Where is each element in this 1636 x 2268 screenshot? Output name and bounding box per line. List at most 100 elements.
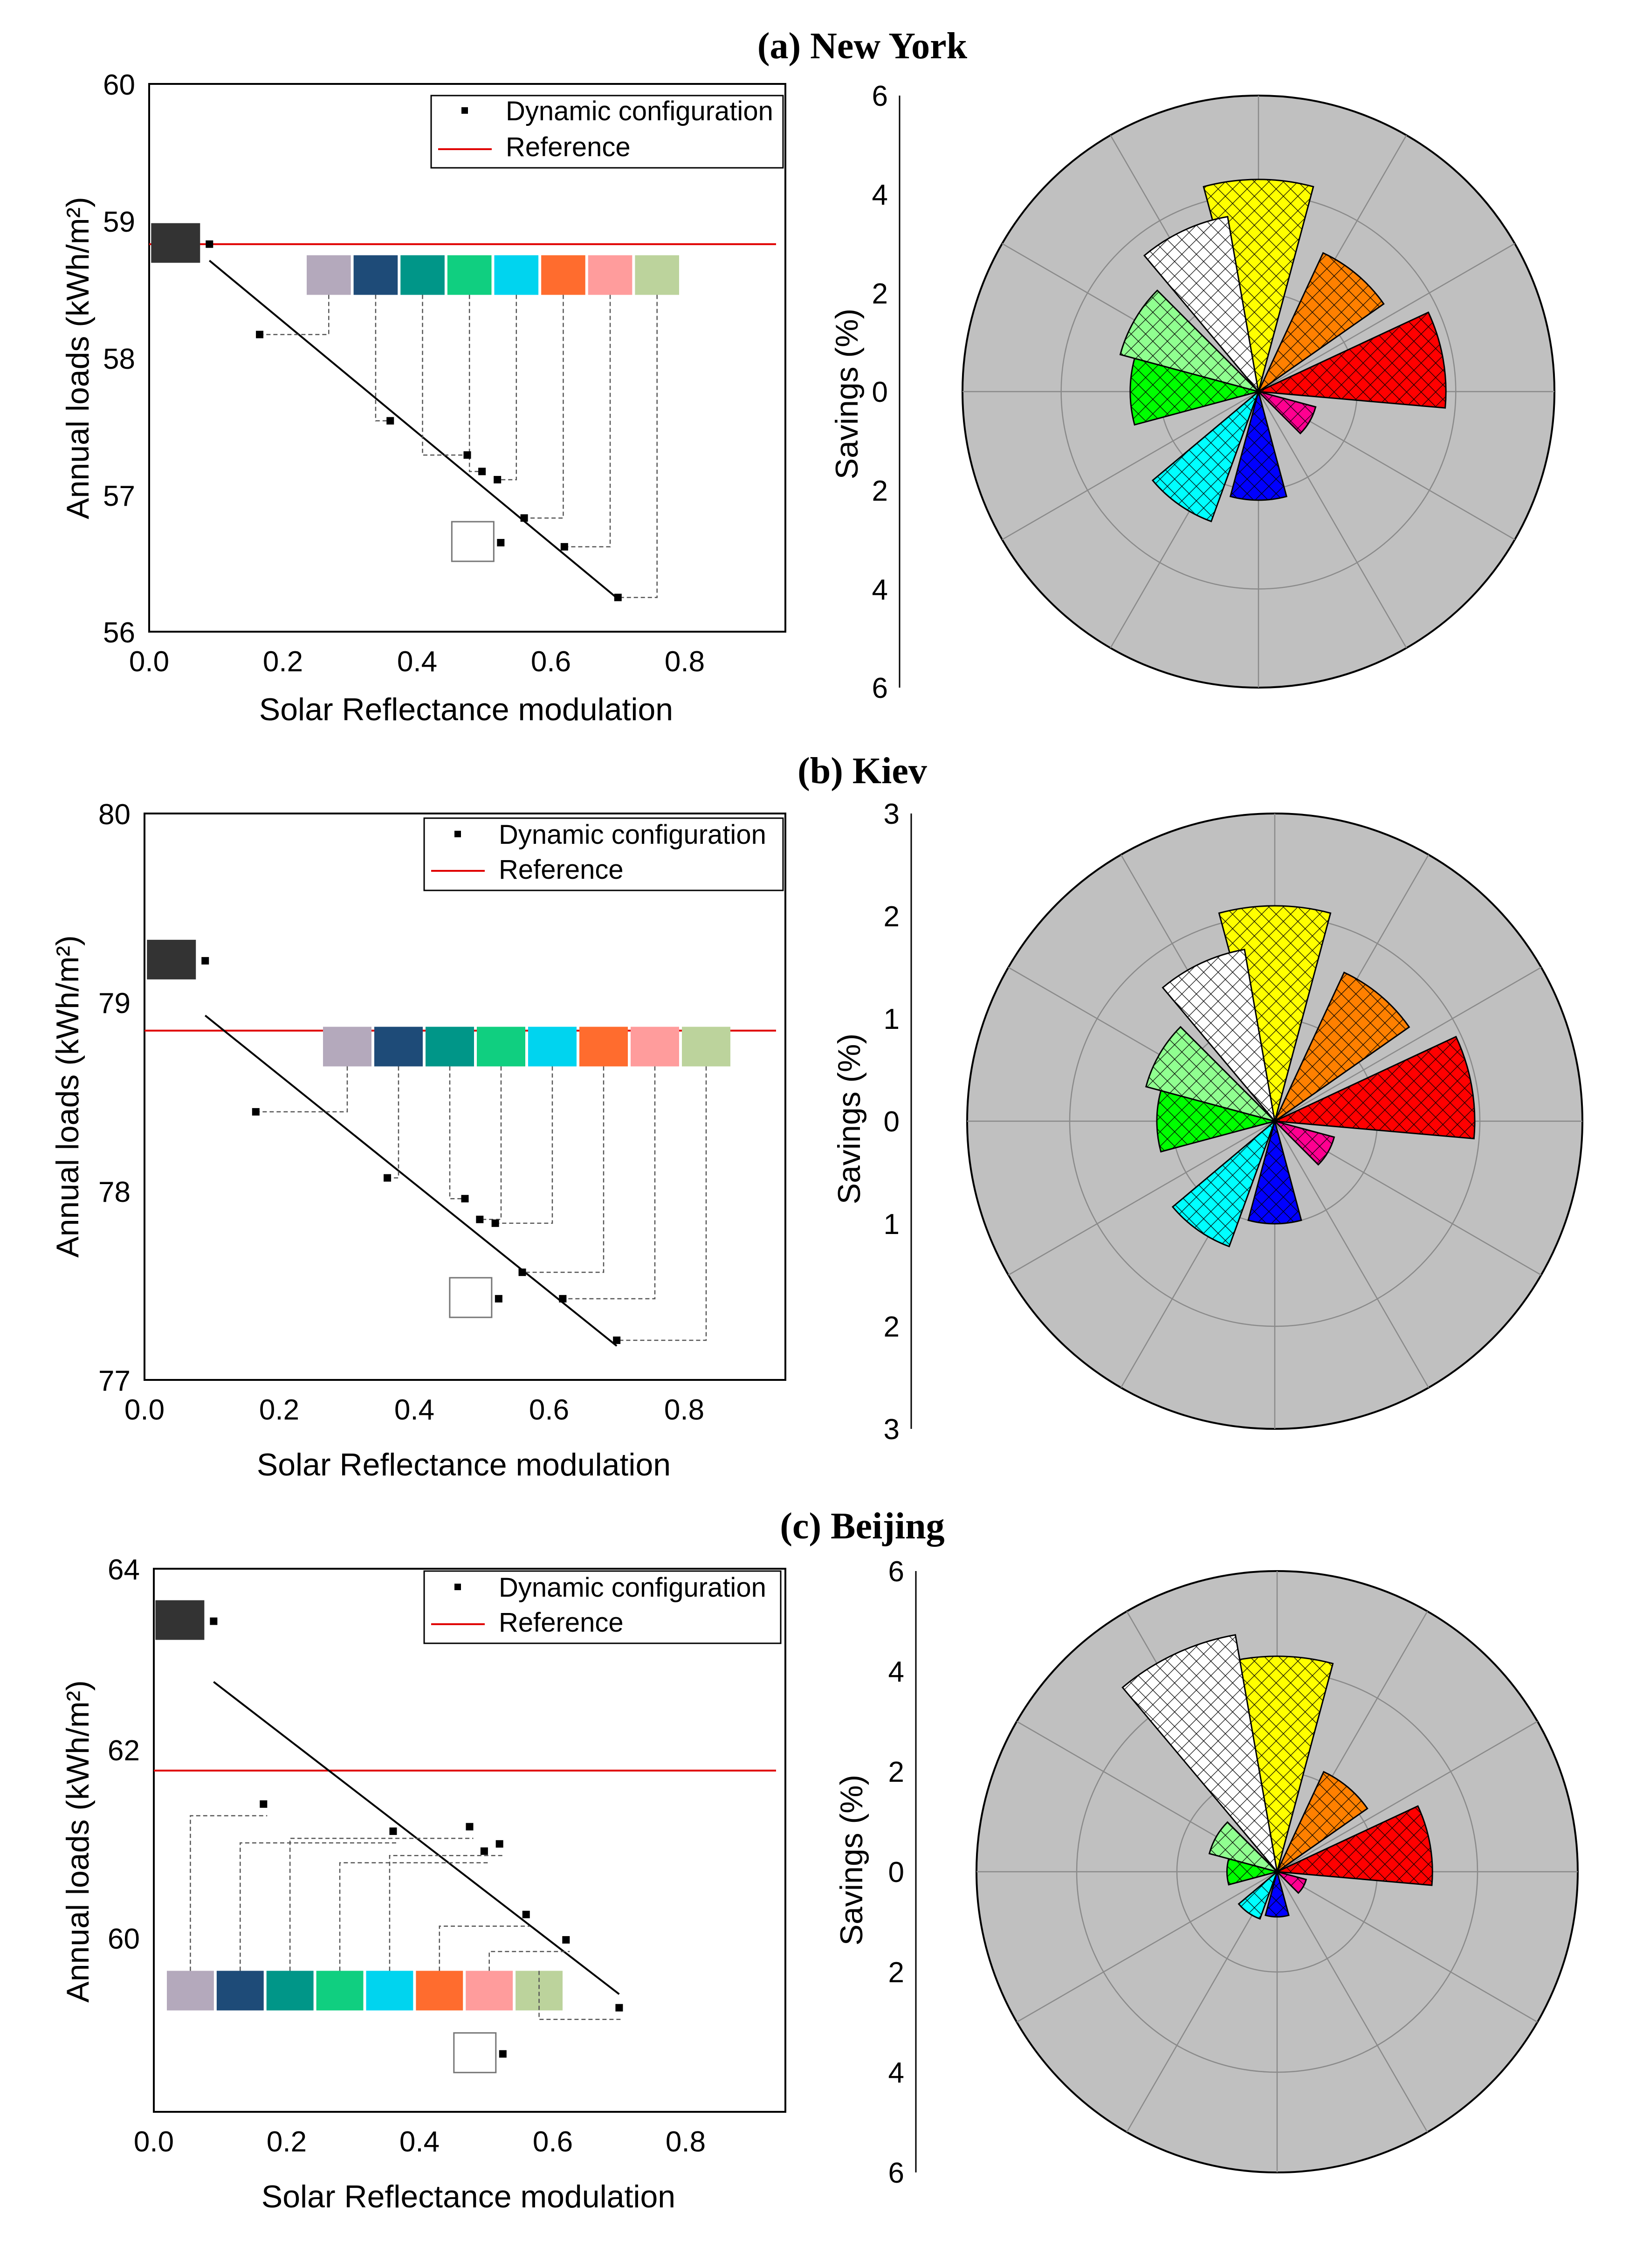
- x-tick-label: 0.2: [267, 2126, 307, 2158]
- connector-line: [526, 1066, 605, 1273]
- data-point: [478, 468, 486, 476]
- x-tick-label: 0.2: [263, 646, 303, 678]
- y-ticks: 56 57 58 59 60: [103, 69, 135, 649]
- connector-line: [240, 1842, 397, 1971]
- color-swatch: [528, 1027, 577, 1067]
- legend-box: [423, 817, 784, 891]
- x-tick-label: 0.8: [665, 646, 705, 678]
- polar-sector-hatch: [1120, 290, 1258, 392]
- polar-sector-hatch: [1277, 1872, 1306, 1893]
- x-tick-label: 0.2: [259, 1394, 299, 1426]
- white-swatch: [449, 1277, 493, 1318]
- connector-line: [289, 1838, 474, 1971]
- polar-spoke: [1258, 243, 1515, 393]
- color-swatch: [316, 1971, 364, 2011]
- polar-sector-hatch: [1275, 1121, 1334, 1165]
- x-tick-label: 0.6: [531, 646, 571, 678]
- polar-spoke: [1274, 966, 1542, 1122]
- legend: Dynamic configuration Reference: [423, 817, 784, 891]
- chart-a-polar: Savings (%) 6 4 2 0 2 4 6: [829, 80, 1555, 704]
- color-swatch: [323, 1027, 371, 1067]
- polar-sector-hatch: [1258, 392, 1316, 434]
- data-point: [494, 476, 502, 483]
- data-point: [461, 1195, 469, 1203]
- polar-axis-label: Savings (%): [832, 1034, 867, 1205]
- polar-r-tick-label: 3: [884, 1413, 900, 1446]
- x-axis-label: Solar Reflectance modulation: [259, 692, 673, 727]
- connector-line: [499, 1066, 553, 1224]
- y-tick-label: 64: [108, 1554, 140, 1586]
- dark-swatch: [155, 1600, 205, 1640]
- polar-r-tick-label: 4: [888, 2057, 904, 2089]
- x-tick-label: 0.4: [399, 2126, 440, 2158]
- color-swatch: [400, 255, 445, 295]
- x-ticks: 0.0 0.2 0.4 0.6 0.8: [129, 646, 705, 678]
- color-swatch: [494, 255, 539, 295]
- plot-frame: [144, 813, 786, 1381]
- y-tick-label: 60: [108, 1923, 140, 1955]
- color-swatch: [426, 1027, 474, 1067]
- polar-axis-label: Savings (%): [829, 309, 865, 480]
- data-point: [476, 1215, 484, 1223]
- y-tick-label: 57: [103, 480, 135, 512]
- connector-line: [339, 1862, 488, 1971]
- connector-line: [528, 295, 564, 519]
- polar-sector-hatch: [1238, 1872, 1277, 1919]
- polar-r-tick-label: 2: [888, 1957, 904, 1989]
- y-ticks: 60 62 64: [108, 1554, 140, 1955]
- polar-r-tick-label: 0: [884, 1106, 900, 1138]
- y-tick-label: 62: [108, 1735, 140, 1767]
- polar-r-tick-label: 6: [872, 672, 888, 704]
- data-point: [260, 1800, 268, 1808]
- polar-sector-hatch: [1209, 1822, 1277, 1872]
- legend: Dynamic configuration Reference: [423, 1570, 782, 1644]
- color-swatch: [307, 255, 351, 295]
- color-swatch: [366, 1971, 413, 2011]
- connector-line: [621, 295, 658, 598]
- x-ticks: 0.0 0.2 0.4 0.6 0.8: [124, 1394, 704, 1426]
- polar-sector-hatch: [1275, 972, 1409, 1121]
- polar-sector-hatch: [1130, 358, 1258, 425]
- polar-spoke: [1002, 391, 1259, 540]
- y-axis-label: Annual loads (kWh/m²): [50, 935, 85, 1258]
- color-swatch: [447, 255, 492, 295]
- connector-line: [439, 1925, 530, 1971]
- polar-marks: [966, 813, 1583, 1430]
- x-tick-label: 0.8: [664, 1394, 704, 1426]
- polar-marks: [976, 1570, 1579, 2173]
- connector-line: [468, 295, 486, 472]
- data-point: [560, 543, 568, 551]
- y-tick-label: 80: [98, 799, 131, 831]
- panel-title-a: (a) New York: [757, 26, 968, 67]
- polar-r-tick-label: 4: [872, 574, 888, 606]
- x-tick-label: 0.8: [666, 2126, 706, 2158]
- chart-c-scatter: 60 62 64 0.0 0.2 0.4 0.6 0.8 Solar Refle…: [60, 1554, 786, 2214]
- connector-line: [483, 1066, 502, 1220]
- polar-spoke: [1274, 1121, 1430, 1388]
- polar-r-tick-label: 2: [884, 901, 900, 933]
- connector-line: [488, 1951, 570, 1971]
- polar-r-ticks: 6 4 2 0 2 4 6: [888, 1556, 904, 2189]
- polar-r-ticks: 3 2 1 0 1 2 3: [884, 798, 900, 1446]
- data-point: [389, 1827, 397, 1835]
- polar-r-tick-label: 1: [884, 1208, 900, 1241]
- connector-line: [620, 1066, 707, 1341]
- polar-r-tick-label: 4: [872, 179, 888, 211]
- polar-r-ticks: 6 4 2 0 2 4 6: [872, 80, 888, 704]
- legend-dynamic-label: Dynamic configuration: [499, 1572, 766, 1603]
- polar-spoke: [1258, 391, 1407, 648]
- panel-title-c: (c) Beijing: [780, 1506, 944, 1547]
- legend-marker-dynamic: [461, 107, 468, 114]
- polar-r-tick-label: 2: [884, 1311, 900, 1343]
- connector-line: [190, 1815, 268, 1971]
- chart-c-polar: Savings (%) 6 4 2 0 2 4 6: [834, 1556, 1579, 2189]
- polar-sector-hatch: [1258, 312, 1446, 408]
- polar-sector-hatch: [1277, 1772, 1368, 1872]
- polar-spoke: [1277, 1871, 1538, 2023]
- data-point: [210, 1617, 218, 1625]
- polar-sector-hatch: [1157, 1090, 1275, 1152]
- y-tick-label: 60: [103, 69, 135, 101]
- polar-spoke: [1008, 1120, 1275, 1276]
